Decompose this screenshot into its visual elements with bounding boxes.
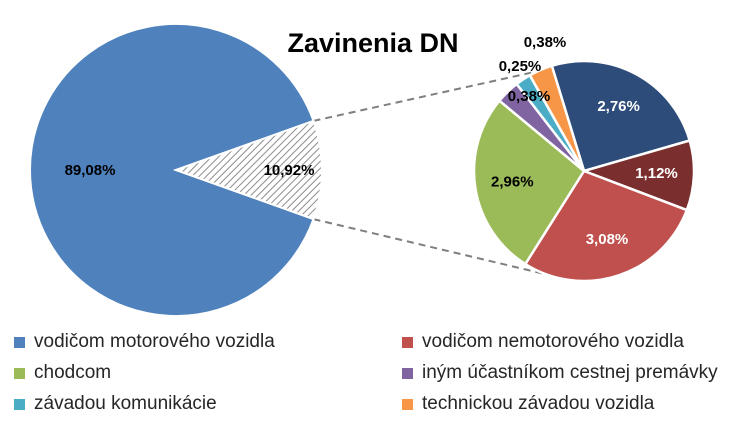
legend-label: vodičom nemotorového vozidla bbox=[422, 331, 684, 352]
data-label-nemotor: 2,76% bbox=[597, 98, 640, 115]
data-labels: 89,08% 10,92% 2,76% 1,12% 3,08% 2,96% 0,38% 0,2… bbox=[65, 34, 678, 248]
data-label-ostatne1: 0,25% bbox=[499, 58, 542, 75]
legend-item: vodičom motorového vozidla bbox=[14, 331, 402, 352]
legend-label: technickou závadou vozidla bbox=[422, 393, 655, 414]
connector-bottom bbox=[313, 218, 547, 276]
main-pie bbox=[28, 23, 323, 317]
data-label-inym: 1,12% bbox=[635, 165, 678, 182]
main-pie-slice-motor bbox=[28, 23, 315, 317]
data-label-zavadou: 2,96% bbox=[491, 173, 534, 190]
legend-label: iným účastníkom cestnej premávky bbox=[422, 362, 718, 383]
chart-title: Zavinenia DN bbox=[287, 28, 459, 58]
sub-pie-slice-zavadou bbox=[472, 98, 586, 266]
sub-pie-slice-chodcom bbox=[523, 169, 689, 283]
legend-item: technickou závadou vozidla bbox=[402, 393, 744, 414]
legend-item: vodičom nemotorového vozidla bbox=[402, 331, 744, 352]
legend-swatch bbox=[402, 398, 413, 410]
data-label-ostatne2: 0,38% bbox=[524, 34, 567, 51]
legend-swatch bbox=[14, 398, 25, 410]
data-label-motor: 89,08% bbox=[65, 162, 116, 179]
data-label-other: 10,92% bbox=[264, 162, 315, 179]
legend: vodičom motorového vozidla vodičom nemoto… bbox=[14, 331, 744, 414]
secondary-pie bbox=[472, 59, 696, 283]
connector-top bbox=[313, 70, 538, 122]
legend-label: chodcom bbox=[34, 362, 112, 383]
legend-item: závadou komunikácie bbox=[14, 393, 402, 414]
connector-lines bbox=[313, 70, 547, 276]
legend-swatch bbox=[402, 367, 413, 379]
legend-swatch bbox=[402, 336, 413, 348]
sub-pie-slice-inym bbox=[580, 138, 696, 212]
sub-pie-slice-nemotor bbox=[550, 59, 692, 173]
main-pie-slice-other bbox=[173, 119, 323, 221]
legend-label: závadou komunikácie bbox=[34, 393, 217, 414]
legend-swatch bbox=[14, 336, 25, 348]
data-label-chodcom: 3,08% bbox=[586, 231, 629, 248]
legend-label: vodičom motorového vozidla bbox=[34, 331, 275, 352]
legend-item: chodcom bbox=[14, 362, 402, 383]
legend-item: iným účastníkom cestnej premávky bbox=[402, 362, 744, 383]
data-label-technickou: 0,38% bbox=[508, 88, 551, 105]
legend-swatch bbox=[14, 367, 25, 379]
sub-pie-slice-ostatne2 bbox=[528, 64, 586, 172]
